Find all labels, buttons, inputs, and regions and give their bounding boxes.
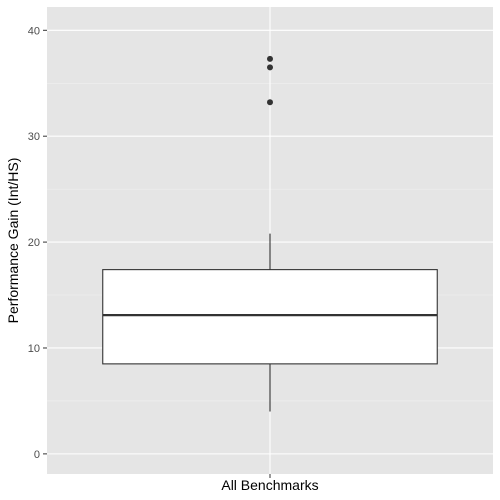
y-axis-title: Performance Gain (Int/HS) [5, 158, 21, 324]
y-tick-label: 40 [28, 25, 40, 37]
outlier-point [267, 99, 273, 106]
outlier-point [267, 55, 273, 62]
y-tick-label: 0 [34, 449, 40, 461]
x-tick-label: All Benchmarks [221, 477, 318, 493]
box-iqr [102, 269, 438, 365]
y-tick-label: 10 [28, 343, 40, 355]
x-axis-ticks: All Benchmarks [221, 474, 319, 493]
y-tick-label: 20 [28, 237, 40, 249]
y-tick-label: 30 [28, 131, 40, 143]
boxes-layer [102, 55, 438, 412]
outlier-point [267, 64, 273, 71]
y-axis-ticks: 0 10 20 30 40 [28, 25, 47, 461]
